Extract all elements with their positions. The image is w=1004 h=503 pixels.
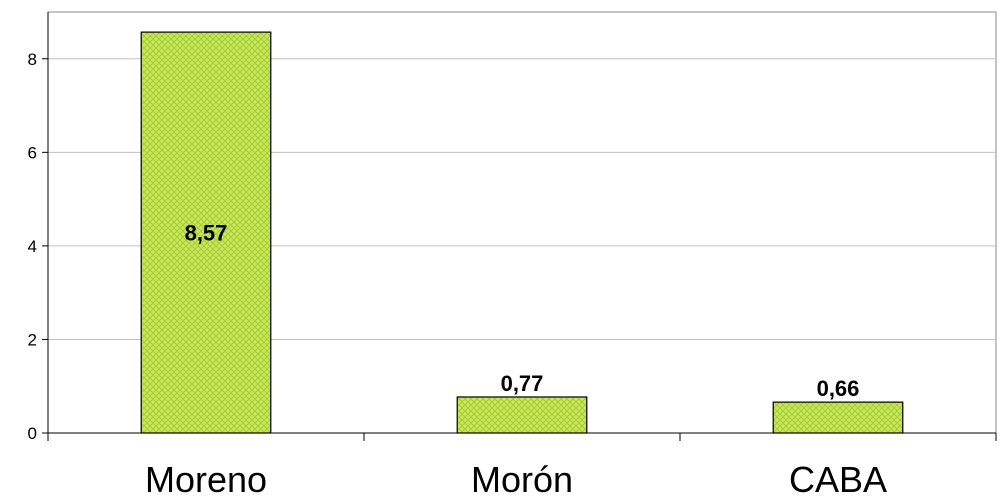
axes [47,12,996,434]
y-tick-label: 2 [28,330,37,349]
data-label: 0,77 [501,371,544,396]
data-label: 8,57 [185,221,228,246]
y-tick-label: 8 [28,50,37,69]
x-axis-ticks [47,433,997,441]
y-tick-label: 6 [28,143,37,162]
y-tick-label: 0 [28,424,37,443]
x-category-label: Morón [471,459,573,500]
data-labels: 8,57 Moreno 0,77 Morón 0,66 CABA [145,221,887,500]
x-category-label: Moreno [145,459,267,500]
x-category-label: CABA [789,459,887,500]
y-axis-ticks: 0 2 4 6 8 [28,50,48,443]
y-tick-label: 4 [28,237,37,256]
bar-morón [456,396,588,434]
bar-caba [772,401,904,434]
data-label: 0,66 [817,376,860,401]
